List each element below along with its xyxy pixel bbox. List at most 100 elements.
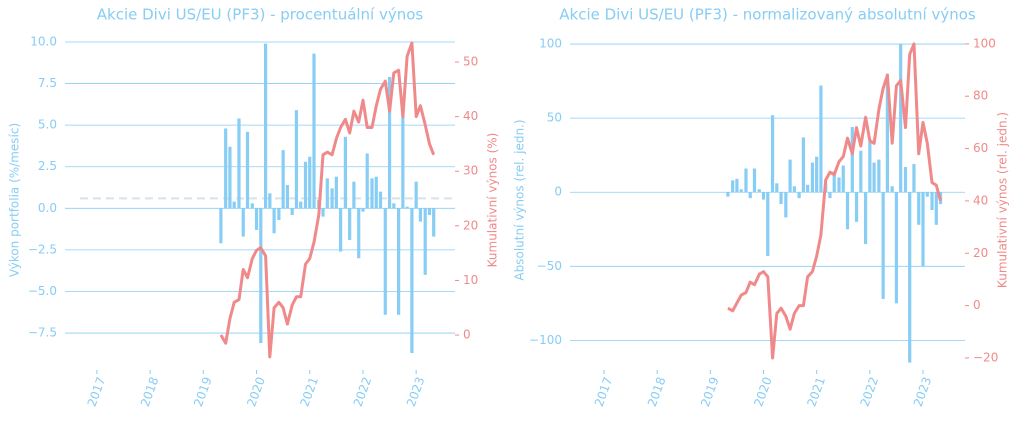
y2-tick-label: −20 bbox=[973, 350, 998, 364]
y2-tick-label: 30 bbox=[463, 164, 478, 178]
bar bbox=[268, 193, 272, 209]
bar bbox=[850, 127, 854, 193]
x-tick-label: 2021 bbox=[804, 375, 828, 408]
bar bbox=[321, 208, 325, 217]
bar bbox=[854, 192, 859, 222]
bar bbox=[863, 192, 868, 245]
bar bbox=[259, 208, 263, 344]
chart-title: Akcie Divi US/EU (PF3) - normalizovaný a… bbox=[559, 6, 976, 24]
x-tick-label: 2017 bbox=[85, 375, 109, 408]
bar bbox=[868, 141, 872, 193]
bar bbox=[815, 156, 819, 193]
bar bbox=[401, 96, 405, 209]
y-tick-label: −7.5 bbox=[28, 326, 57, 340]
bar bbox=[281, 150, 285, 209]
bar bbox=[241, 208, 245, 237]
bar bbox=[801, 137, 805, 193]
x-tick-label: 2018 bbox=[138, 375, 162, 408]
bar bbox=[788, 159, 792, 193]
bar bbox=[383, 208, 387, 315]
bar bbox=[303, 161, 308, 209]
bar bbox=[792, 186, 796, 193]
bar bbox=[294, 110, 299, 209]
bar bbox=[731, 180, 735, 193]
bar bbox=[330, 188, 334, 209]
bar bbox=[819, 85, 823, 193]
bar bbox=[334, 176, 338, 209]
bar bbox=[770, 115, 775, 193]
y-tick-label: 10.0 bbox=[30, 34, 57, 48]
bar bbox=[917, 192, 921, 225]
y2-axis-label: Kumulativní výnos (rel. jedn.) bbox=[996, 112, 1010, 288]
y-tick-label: 2.5 bbox=[38, 159, 57, 173]
bar bbox=[890, 186, 894, 193]
x-tick-label: 2017 bbox=[592, 375, 616, 408]
bar bbox=[392, 203, 396, 209]
bar bbox=[899, 44, 903, 193]
y-tick-label: 5.0 bbox=[38, 118, 57, 132]
bar bbox=[859, 150, 863, 193]
bar bbox=[735, 178, 739, 193]
bar bbox=[934, 192, 938, 225]
bar bbox=[325, 178, 329, 209]
bar bbox=[775, 183, 779, 193]
bar bbox=[881, 192, 885, 299]
bar bbox=[912, 164, 916, 193]
bar bbox=[370, 178, 374, 209]
bar bbox=[748, 192, 752, 199]
x-tick-label: 2021 bbox=[297, 375, 321, 408]
bar bbox=[228, 146, 232, 209]
y-tick-label: −2.5 bbox=[28, 242, 57, 256]
bar bbox=[387, 76, 392, 209]
x-tick-label: 2019 bbox=[191, 375, 215, 408]
bar bbox=[752, 168, 757, 193]
bar bbox=[797, 192, 801, 199]
y-tick-label: −50 bbox=[537, 259, 562, 273]
bar bbox=[232, 201, 236, 209]
bar bbox=[272, 208, 276, 234]
bar bbox=[285, 185, 290, 209]
bar bbox=[761, 192, 766, 200]
bar bbox=[361, 208, 365, 212]
bar bbox=[237, 118, 241, 209]
y-tick-label: 7.5 bbox=[38, 76, 57, 90]
y2-tick-label: 50 bbox=[463, 55, 478, 69]
bar bbox=[810, 162, 815, 193]
bar bbox=[903, 167, 908, 193]
bar bbox=[885, 73, 889, 193]
y2-tick-label: 80 bbox=[973, 89, 988, 103]
bar bbox=[352, 181, 356, 209]
x-tick-label: 2020 bbox=[244, 375, 268, 408]
y-tick-label: 0 bbox=[554, 185, 562, 199]
y2-tick-label: 0 bbox=[973, 298, 981, 312]
y-axis-label: Výkon portfolia (%/mesíc) bbox=[8, 123, 22, 277]
bar bbox=[432, 208, 436, 237]
bar bbox=[254, 208, 259, 230]
bar bbox=[418, 208, 423, 222]
bar bbox=[365, 153, 369, 209]
x-tick-label: 2020 bbox=[751, 375, 775, 408]
bar bbox=[397, 208, 401, 315]
y-tick-label: −5.0 bbox=[28, 284, 57, 298]
bar bbox=[299, 201, 303, 209]
y-tick-label: 0.0 bbox=[38, 201, 57, 215]
x-tick-label: 2022 bbox=[858, 375, 882, 408]
y2-tick-label: 0 bbox=[463, 328, 471, 342]
bar bbox=[925, 192, 929, 197]
cumulative-line bbox=[727, 42, 942, 360]
x-tick-label: 2023 bbox=[404, 375, 428, 408]
bar bbox=[224, 128, 228, 209]
y2-tick-label: 40 bbox=[463, 109, 478, 123]
bar bbox=[250, 203, 254, 209]
bar bbox=[308, 156, 312, 209]
y2-tick-label: 20 bbox=[973, 246, 988, 260]
y-tick-label: 50 bbox=[547, 111, 562, 125]
bar bbox=[766, 192, 770, 256]
bar bbox=[343, 136, 347, 209]
bar bbox=[277, 208, 281, 220]
bar bbox=[219, 208, 223, 244]
x-tick-label: 2019 bbox=[698, 375, 722, 408]
bar bbox=[894, 192, 899, 304]
bar bbox=[423, 208, 427, 275]
cumulative-line bbox=[219, 41, 436, 359]
